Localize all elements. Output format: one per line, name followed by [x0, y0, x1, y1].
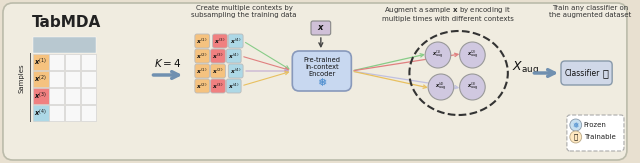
Text: ❅: ❅	[317, 78, 326, 88]
FancyBboxPatch shape	[195, 49, 210, 63]
Circle shape	[570, 131, 582, 143]
Text: Augment a sample $\mathbf{x}$ by encoding it
multiple times with different conte: Augment a sample $\mathbf{x}$ by encodin…	[382, 5, 514, 22]
Text: $\boldsymbol{x}$: $\boldsymbol{x}$	[317, 23, 325, 32]
Text: $\boldsymbol{x}^{(4)}$: $\boldsymbol{x}^{(4)}$	[230, 36, 241, 46]
FancyBboxPatch shape	[195, 79, 210, 93]
FancyBboxPatch shape	[311, 21, 331, 35]
FancyBboxPatch shape	[212, 34, 227, 48]
Text: $\boldsymbol{x}^{(2)}$: $\boldsymbol{x}^{(2)}$	[212, 66, 224, 76]
FancyBboxPatch shape	[292, 51, 351, 91]
Text: $\boldsymbol{x}^{(4)}$: $\boldsymbol{x}^{(4)}$	[230, 66, 241, 76]
Text: TabMDA: TabMDA	[32, 15, 102, 30]
Text: $X_{\mathrm{aug}}$: $X_{\mathrm{aug}}$	[512, 59, 539, 76]
Text: $\boldsymbol{x}^{(4)}$: $\boldsymbol{x}^{(4)}$	[228, 51, 239, 61]
Text: $\boldsymbol{x}^{(3)}$: $\boldsymbol{x}^{(3)}$	[34, 91, 47, 102]
Bar	[33, 53, 49, 70]
Bar	[33, 88, 49, 104]
Text: $\boldsymbol{x}^{(1)}$: $\boldsymbol{x}^{(1)}$	[196, 36, 208, 46]
FancyBboxPatch shape	[211, 64, 225, 78]
FancyBboxPatch shape	[211, 79, 225, 93]
Text: $\boldsymbol{x}^{(2)}$: $\boldsymbol{x}^{(2)}$	[196, 51, 208, 61]
Circle shape	[460, 74, 485, 100]
Text: ❅: ❅	[573, 120, 579, 129]
Bar	[65, 88, 80, 104]
Bar	[49, 71, 65, 87]
Bar	[81, 88, 96, 104]
Bar	[65, 53, 80, 70]
Circle shape	[460, 42, 485, 68]
FancyBboxPatch shape	[227, 79, 241, 93]
Text: In-context: In-context	[305, 64, 339, 70]
Text: $\boldsymbol{x}_{\mathrm{aug}}^{(3)}$: $\boldsymbol{x}_{\mathrm{aug}}^{(3)}$	[467, 81, 478, 93]
Text: Classifier: Classifier	[565, 68, 600, 77]
Circle shape	[570, 119, 582, 131]
Circle shape	[428, 74, 454, 100]
Bar	[65, 71, 80, 87]
Text: $\boldsymbol{x}_{\mathrm{aug}}^{(4)}$: $\boldsymbol{x}_{\mathrm{aug}}^{(4)}$	[435, 81, 447, 93]
Text: $\boldsymbol{x}^{(3)}$: $\boldsymbol{x}^{(3)}$	[212, 81, 224, 91]
Text: 🔥: 🔥	[602, 68, 608, 78]
Bar	[81, 104, 96, 121]
Text: Trainable: Trainable	[584, 134, 616, 140]
Text: $\boldsymbol{x}^{(1)}$: $\boldsymbol{x}^{(1)}$	[196, 66, 208, 76]
Text: Samples: Samples	[19, 64, 25, 93]
Text: Encoder: Encoder	[308, 71, 335, 77]
Text: Frozen: Frozen	[584, 122, 607, 128]
Text: $\boldsymbol{x}^{(4)}$: $\boldsymbol{x}^{(4)}$	[228, 81, 239, 91]
Bar	[81, 71, 96, 87]
FancyBboxPatch shape	[195, 34, 210, 48]
FancyBboxPatch shape	[227, 49, 241, 63]
Text: Pre-trained: Pre-trained	[303, 57, 340, 63]
Text: $\boldsymbol{x}^{(3)}$: $\boldsymbol{x}^{(3)}$	[214, 36, 226, 46]
Text: Create multiple contexts by
subsampling the training data: Create multiple contexts by subsampling …	[191, 5, 297, 18]
FancyBboxPatch shape	[211, 49, 225, 63]
Text: $\boldsymbol{x}^{(2)}$: $\boldsymbol{x}^{(2)}$	[196, 81, 208, 91]
Text: $\boldsymbol{x}_{\mathrm{aug}}^{(1)}$: $\boldsymbol{x}_{\mathrm{aug}}^{(1)}$	[432, 49, 444, 61]
FancyBboxPatch shape	[228, 34, 243, 48]
Bar	[49, 104, 65, 121]
Text: $\boldsymbol{x}^{(4)}$: $\boldsymbol{x}^{(4)}$	[34, 108, 47, 119]
Bar	[49, 53, 65, 70]
Bar	[65, 104, 80, 121]
FancyBboxPatch shape	[3, 3, 627, 160]
Text: $\boldsymbol{x}^{(3)}$: $\boldsymbol{x}^{(3)}$	[212, 51, 224, 61]
Bar	[33, 37, 97, 53]
Circle shape	[425, 42, 451, 68]
Text: Train any classifier on
the augmented dataset: Train any classifier on the augmented da…	[549, 5, 632, 18]
FancyBboxPatch shape	[228, 64, 243, 78]
Text: $\boldsymbol{x}^{(1)}$: $\boldsymbol{x}^{(1)}$	[34, 57, 47, 68]
Bar	[33, 104, 49, 121]
Text: $\boldsymbol{x}_{\mathrm{aug}}^{(2)}$: $\boldsymbol{x}_{\mathrm{aug}}^{(2)}$	[467, 49, 478, 61]
FancyBboxPatch shape	[561, 61, 612, 85]
Bar	[49, 88, 65, 104]
Bar	[33, 71, 49, 87]
Text: $K = 4$: $K = 4$	[154, 57, 181, 69]
Bar	[81, 53, 96, 70]
Text: 🔥: 🔥	[573, 134, 578, 140]
FancyBboxPatch shape	[567, 115, 624, 151]
FancyBboxPatch shape	[195, 64, 210, 78]
Text: $\boldsymbol{x}^{(2)}$: $\boldsymbol{x}^{(2)}$	[34, 74, 47, 85]
